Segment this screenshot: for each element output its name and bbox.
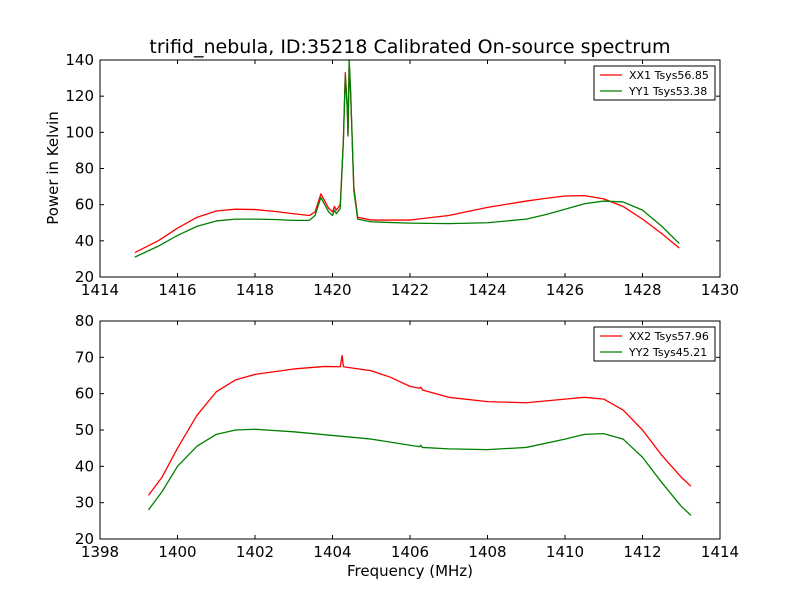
x-tick-label: 1422 (391, 281, 429, 299)
y-tick-label: 20 (75, 268, 94, 286)
legend-label: XX2 Tsys57.96 (629, 330, 709, 343)
x-tick-label: 1428 (623, 281, 661, 299)
x-tick-label: 1404 (313, 543, 351, 561)
legend-box (593, 65, 716, 101)
x-tick-label: 1414 (701, 543, 739, 561)
y-tick-label: 40 (75, 457, 94, 475)
x-tick-label: 1414 (81, 281, 119, 299)
x-tick-label: 1426 (546, 281, 584, 299)
x-tick-label: 1402 (236, 543, 274, 561)
x-tick-label: 1398 (81, 543, 119, 561)
x-tick-label: 1418 (236, 281, 274, 299)
y-tick-label: 20 (75, 530, 94, 548)
y-tick-label: 40 (75, 232, 94, 250)
chart-title: trifid_nebula, ID:35218 Calibrated On-so… (149, 36, 670, 58)
x-tick-label: 1424 (468, 281, 506, 299)
y-tick-label: 140 (65, 51, 94, 69)
x-tick-label: 1420 (313, 281, 351, 299)
x-tick-label: 1406 (391, 543, 429, 561)
y-tick-label: 60 (75, 196, 94, 214)
y-tick-label: 80 (75, 312, 94, 330)
x-tick-label: 1412 (623, 543, 661, 561)
y-tick-label: 120 (65, 87, 94, 105)
series-line-1-2 (134, 59, 680, 258)
legend-label: YY1 Tsys53.38 (628, 85, 707, 98)
y-tick-label: 80 (75, 160, 94, 178)
legend: XX1 Tsys56.85 YY1 Tsys53.38 (593, 65, 716, 101)
y-tick-label: 60 (75, 385, 94, 403)
legend-label: YY2 Tsys45.21 (628, 346, 707, 359)
legend-box (593, 326, 716, 362)
y-tick-label: 50 (75, 421, 94, 439)
y-tick-label: 100 (65, 123, 94, 141)
x-tick-label: 1400 (158, 543, 196, 561)
y-tick-label: 70 (75, 348, 94, 366)
x-tick-label: 1430 (701, 281, 739, 299)
x-axis-label: Frequency (MHz) (347, 562, 473, 580)
y-tick-label: 30 (75, 494, 94, 512)
series-line-2-2 (147, 428, 692, 516)
series-line-1-1 (134, 62, 680, 254)
x-tick-label: 1410 (546, 543, 584, 561)
y-axis-label: Power in Kelvin (44, 111, 62, 225)
series-line-2-1 (147, 354, 692, 496)
legend-label: XX1 Tsys56.85 (629, 69, 709, 82)
x-tick-label: 1408 (468, 543, 506, 561)
bottom-spectrum-panel: 1398 1400 1402 1404 1406 1408 1410 1412 1414 20 30… (75, 312, 739, 561)
x-tick-label: 1416 (158, 281, 196, 299)
legend: XX2 Tsys57.96 YY2 Tsys45.21 (593, 326, 716, 362)
top-spectrum-panel: 1414 1416 1418 1420 1422 1424 1426 1428 1430 20 40… (65, 51, 739, 299)
